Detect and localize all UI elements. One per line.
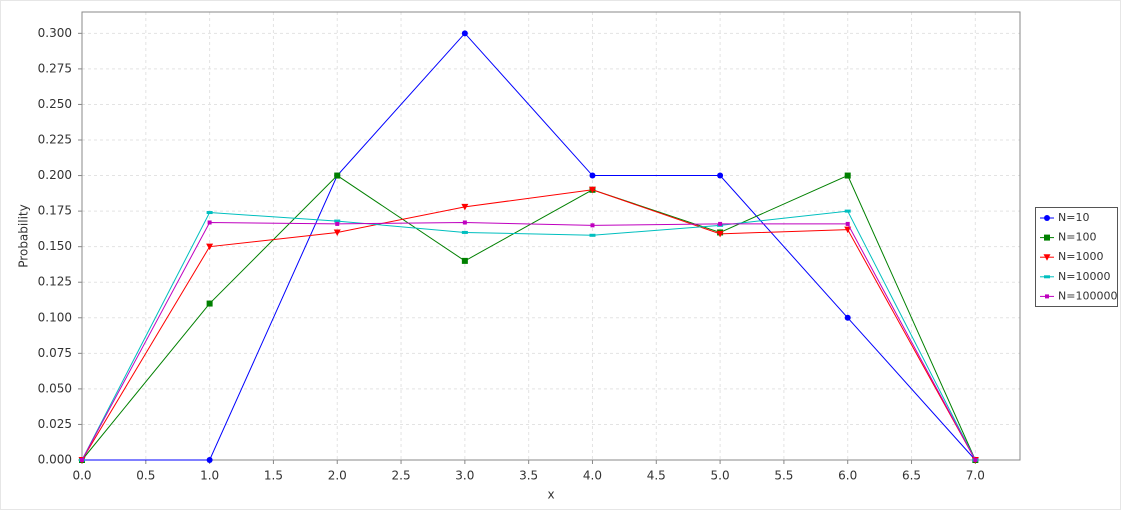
- marker: [334, 219, 341, 223]
- marker: [717, 172, 724, 179]
- marker: [80, 458, 84, 462]
- legend-label: N=10000: [1058, 270, 1110, 283]
- y-tick-label: 0.125: [38, 275, 72, 289]
- series-line: [81, 210, 976, 461]
- x-tick-label: 6.0: [838, 469, 857, 483]
- legend-label: N=100000: [1058, 289, 1117, 302]
- y-tick-label: 0.300: [38, 26, 72, 40]
- series-line: [81, 221, 976, 461]
- x-tick-label: 1.0: [200, 469, 219, 483]
- marker: [334, 172, 341, 179]
- marker: [207, 220, 212, 225]
- series-line: [82, 32, 976, 461]
- series-line: [81, 174, 976, 461]
- x-tick-label: 7.0: [966, 469, 985, 483]
- x-tick-label: 6.5: [902, 469, 921, 483]
- legend-label: N=100: [1058, 231, 1096, 244]
- marker: [461, 203, 469, 211]
- marker: [461, 230, 468, 234]
- y-tick-label: 0.275: [38, 61, 72, 75]
- x-tick-label: 2.5: [392, 469, 411, 483]
- marker: [335, 221, 340, 226]
- marker: [206, 300, 213, 307]
- y-tick-label: 0.225: [38, 133, 72, 147]
- marker: [1045, 294, 1049, 299]
- legend-label: N=10: [1058, 211, 1089, 224]
- y-tick-label: 0.150: [38, 239, 72, 253]
- marker: [462, 220, 467, 225]
- x-tick-label: 4.0: [583, 469, 602, 483]
- marker: [206, 457, 213, 463]
- y-tick-label: 0.075: [38, 346, 72, 360]
- x-tick-label: 5.0: [711, 469, 730, 483]
- y-tick-label: 0.175: [38, 204, 72, 218]
- marker: [844, 172, 851, 179]
- y-tick-label: 0.200: [38, 168, 72, 182]
- marker: [844, 314, 851, 321]
- series-line: [81, 189, 976, 461]
- marker: [718, 221, 723, 226]
- marker: [333, 229, 341, 236]
- x-axis-label: x: [547, 488, 554, 502]
- marker: [1044, 275, 1050, 279]
- marker: [589, 172, 596, 179]
- y-axis-label: Probability: [17, 204, 31, 267]
- marker: [206, 211, 213, 215]
- marker: [589, 233, 596, 237]
- y-tick-label: 0.250: [38, 97, 72, 111]
- y-tick-label: 0.000: [38, 453, 72, 467]
- marker: [461, 30, 468, 37]
- marker: [844, 209, 851, 213]
- marker: [1043, 254, 1051, 261]
- marker: [1044, 234, 1050, 241]
- marker: [461, 257, 468, 264]
- x-tick-label: 0.5: [136, 469, 155, 483]
- x-tick-label: 3.0: [455, 469, 474, 483]
- plot-border: [81, 11, 1021, 461]
- marker: [1044, 215, 1050, 221]
- x-tick-label: 5.5: [774, 469, 793, 483]
- marker: [590, 223, 595, 228]
- marker: [206, 243, 214, 251]
- legend-label: N=1000: [1058, 250, 1103, 263]
- x-tick-label: 4.5: [647, 469, 666, 483]
- marker: [973, 458, 978, 462]
- plot-area: [82, 12, 1020, 460]
- marker: [844, 226, 852, 234]
- x-tick-label: 2.0: [328, 469, 347, 483]
- x-tick-label: 1.5: [264, 469, 283, 483]
- y-tick-label: 0.050: [38, 381, 72, 395]
- x-tick-label: 3.5: [519, 469, 538, 483]
- marker: [845, 221, 850, 226]
- y-tick-label: 0.025: [38, 417, 72, 431]
- marker: [588, 186, 596, 194]
- y-tick-label: 0.100: [38, 310, 72, 324]
- x-tick-label: 0.0: [72, 469, 91, 483]
- marker: [716, 230, 724, 238]
